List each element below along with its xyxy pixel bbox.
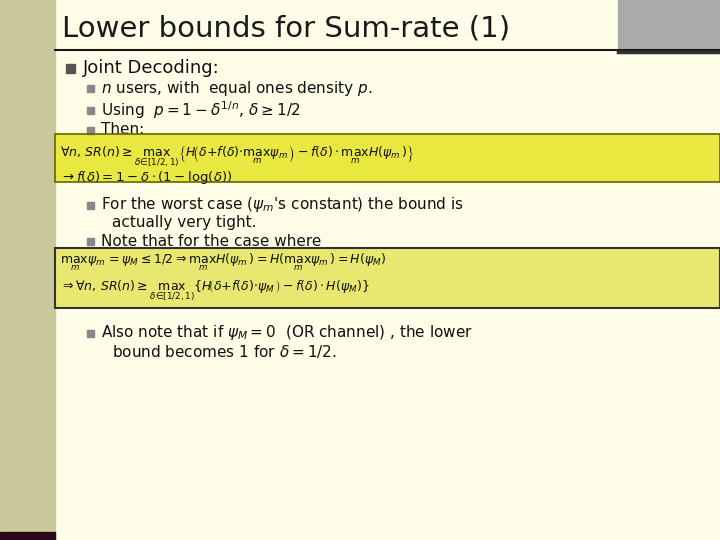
Bar [55,248,720,308]
Bar [86,84,94,91]
Bar [86,201,94,208]
Text: $\forall n,\,SR(n)\geq\max_{\delta\in[1/2,1)}\left\{H\!\left(\delta+f(\delta)\cd: $\forall n,\,SR(n)\geq\max_{\delta\in[1/… [60,144,414,168]
Text: Lower bounds for Sum-rate (1): Lower bounds for Sum-rate (1) [62,15,510,43]
Text: For the worst case ($\psi_m$'s constant) the bound is: For the worst case ($\psi_m$'s constant)… [101,195,464,214]
Text: Using  $p=1-\delta^{1/n},\,\delta\geq1/2$: Using $p=1-\delta^{1/n},\,\delta\geq1/2$ [101,99,301,121]
Bar [55,134,720,182]
Bar [66,64,74,72]
Bar [0,532,55,540]
Bar [86,106,94,113]
Text: $n$ users, with  equal ones density $p$.: $n$ users, with equal ones density $p$. [101,78,372,98]
Text: $\Rightarrow\forall n,\,SR(n)\geq\max_{\delta\in[1/2,1)}\left\{H\!\left(\delta+f: $\Rightarrow\forall n,\,SR(n)\geq\max_{\… [60,278,369,302]
Text: Also note that if $\psi_M=0$  (OR channel) , the lower: Also note that if $\psi_M=0$ (OR channel… [101,323,473,342]
Text: bound becomes 1 for $\delta=1/2$.: bound becomes 1 for $\delta=1/2$. [112,342,336,360]
Text: Then:: Then: [101,123,144,138]
Text: Joint Decoding:: Joint Decoding: [83,59,220,77]
Text: $\rightarrow f(\delta)=1-\delta\cdot(1-\log(\delta))$: $\rightarrow f(\delta)=1-\delta\cdot(1-\… [60,168,233,186]
Bar [86,238,94,245]
Bar [0,0,55,540]
Bar [86,329,94,336]
Text: $\max_m\psi_m=\psi_M\leq1/2\Rightarrow\max_m H(\psi_m)=H(\max_m\psi_m)=H(\psi_M): $\max_m\psi_m=\psi_M\leq1/2\Rightarrow\m… [60,252,386,273]
Bar [86,126,94,133]
Bar [618,0,720,52]
Text: actually very tight.: actually very tight. [112,215,256,231]
Text: Note that for the case where: Note that for the case where [101,233,321,248]
